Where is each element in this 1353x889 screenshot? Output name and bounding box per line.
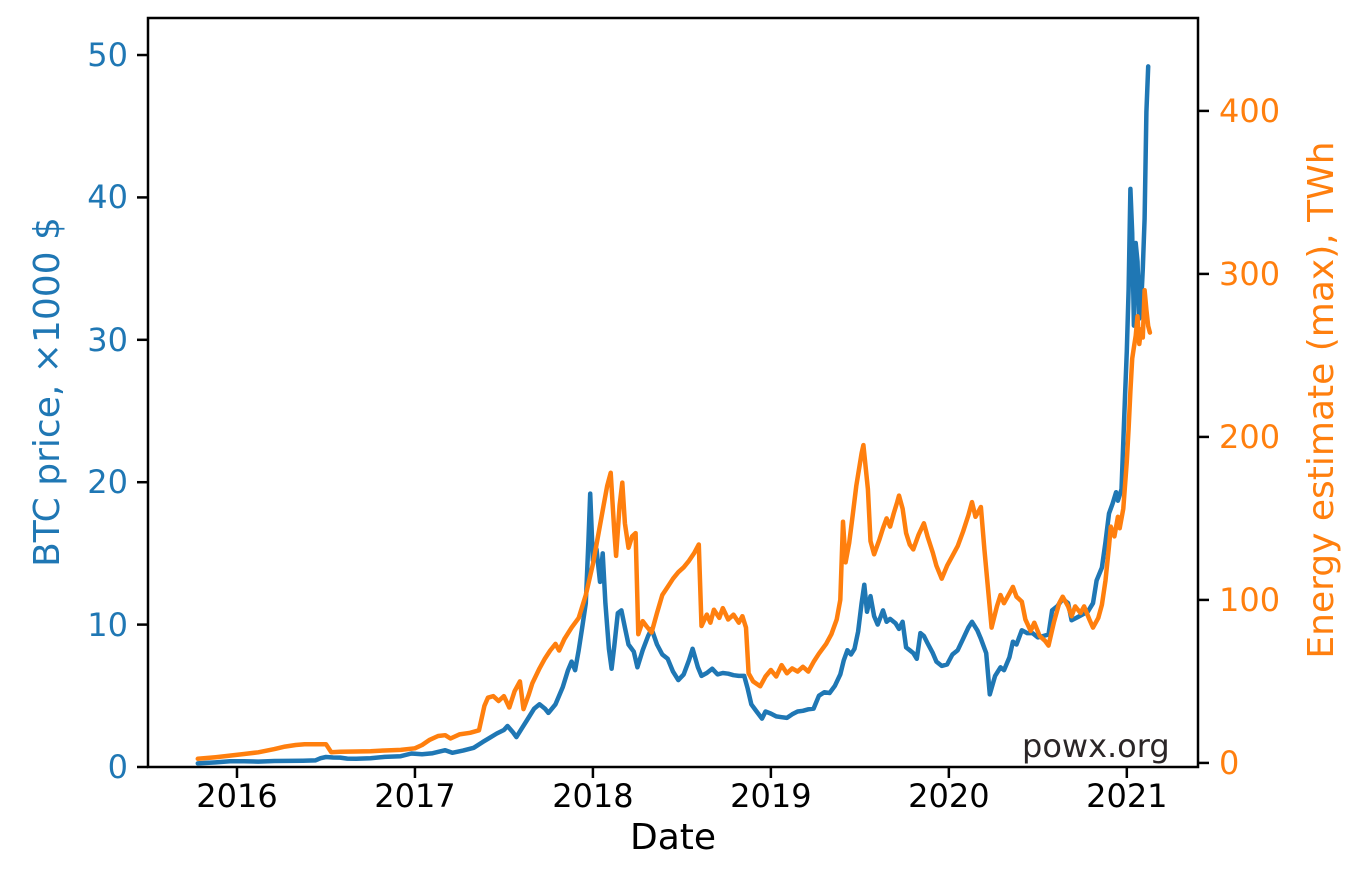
y-tick-label-left: 40 — [87, 178, 128, 217]
plot-border — [146, 16, 1200, 769]
y-tick-label-left: 0 — [107, 748, 128, 786]
x-tick-label: 2020 — [908, 777, 990, 815]
y-tick-label-left: 10 — [87, 605, 128, 644]
x-axis-label: Date — [629, 817, 717, 858]
y-tick-label-left: 30 — [87, 320, 128, 359]
series-line-btc-price — [195, 64, 1151, 766]
y-axis-label-left: BTC price, ×1000 $ — [27, 217, 68, 567]
x-tick-label: 2016 — [196, 777, 278, 815]
y-tick-label-right: 200 — [1219, 417, 1281, 456]
series-line-energy-estimate — [195, 287, 1153, 762]
y-tick-label-right: 400 — [1219, 91, 1281, 130]
y-tick-label-left: 20 — [87, 463, 128, 502]
y-tick-label-left: 50 — [87, 36, 128, 75]
y-tick-label-right: 300 — [1219, 254, 1281, 293]
x-tick-label: 2018 — [552, 777, 634, 815]
watermark: powx.org — [1022, 727, 1170, 765]
x-tick-label: 2017 — [374, 777, 456, 815]
x-tick-label: 2021 — [1086, 777, 1168, 815]
y-axis-label-right: Energy estimate (max), TWh — [1301, 141, 1342, 659]
y-tick-label-right: 0 — [1219, 743, 1240, 782]
y-tick-label-right: 100 — [1219, 580, 1281, 619]
x-tick-label: 2019 — [730, 777, 812, 815]
